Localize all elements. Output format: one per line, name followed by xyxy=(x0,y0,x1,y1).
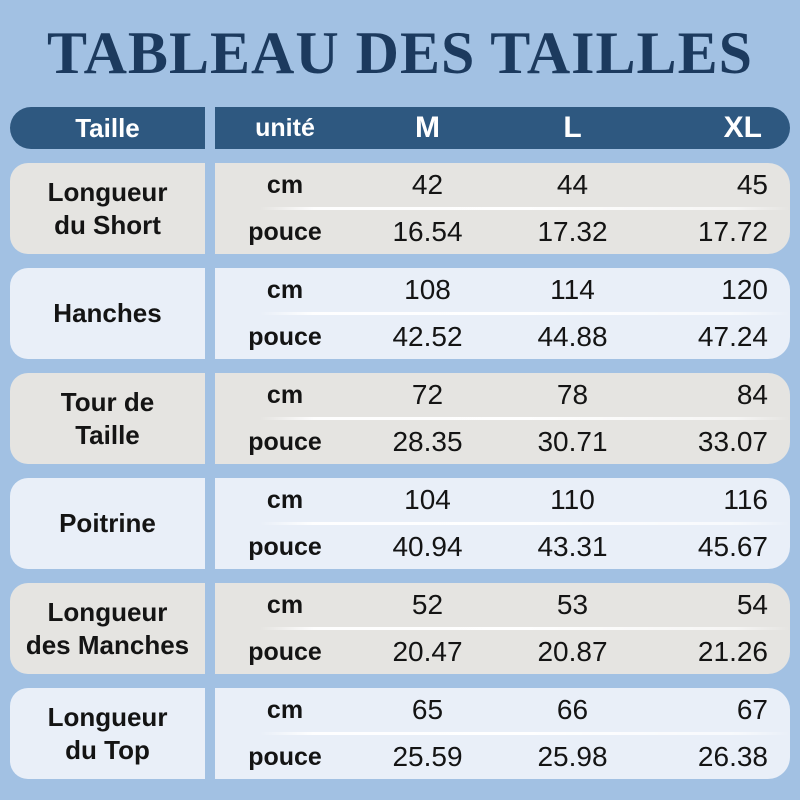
value-xl: 17.72 xyxy=(697,216,768,247)
unit-label-cm: cm xyxy=(266,275,304,304)
value-l: 20.87 xyxy=(537,636,608,667)
value-m: 65 xyxy=(411,694,444,725)
value-m: 104 xyxy=(404,484,451,515)
pouce-line: pouce 16.54 17.32 17.72 xyxy=(215,210,790,254)
unit-label-pouce: pouce xyxy=(248,742,322,771)
table-row: Tour de Taille cm 72 78 84 pouce 28.35 3… xyxy=(10,373,790,464)
value-m: 108 xyxy=(404,274,451,305)
cm-line: cm 52 53 54 xyxy=(215,583,790,627)
value-xl: 21.26 xyxy=(697,636,768,667)
header-cell-taille: Taille xyxy=(10,107,205,149)
table-row: Longueur du Short cm 42 44 45 pouce 16.5… xyxy=(10,163,790,254)
unit-label-pouce: pouce xyxy=(248,322,322,351)
value-xl: 67 xyxy=(736,694,768,725)
value-m: 40.94 xyxy=(392,531,463,562)
header-cell-size-l: L xyxy=(563,111,582,144)
row-label: Longueur du Top xyxy=(10,688,205,779)
row-values: cm 65 66 67 pouce 25.59 25.98 26.38 xyxy=(215,688,790,779)
value-l: 30.71 xyxy=(537,426,608,457)
row-divider xyxy=(260,417,790,420)
row-label: Poitrine xyxy=(10,478,205,569)
table-row: Longueur des Manches cm 52 53 54 pouce 2… xyxy=(10,583,790,674)
unit-label-cm: cm xyxy=(266,590,304,619)
value-xl: 120 xyxy=(721,274,768,305)
table-row: Hanches cm 108 114 120 pouce 42.52 44.88… xyxy=(10,268,790,359)
page-title: TABLEAU DES TAILLES xyxy=(47,20,753,86)
header-cell-group: unité M L XL xyxy=(215,107,790,149)
header-cell-size-xl: XL xyxy=(723,111,762,144)
value-xl: 54 xyxy=(736,589,768,620)
value-l: 66 xyxy=(556,694,589,725)
value-m: 42 xyxy=(411,169,444,200)
cm-line: cm 108 114 120 xyxy=(215,268,790,312)
value-xl: 116 xyxy=(723,484,768,515)
table-row: Poitrine cm 104 110 116 pouce 40.94 43.3… xyxy=(10,478,790,569)
unit-label-pouce: pouce xyxy=(248,532,322,561)
value-l: 110 xyxy=(550,484,595,515)
unit-label-pouce: pouce xyxy=(248,637,322,666)
value-l: 43.31 xyxy=(537,531,608,562)
row-label: Longueur des Manches xyxy=(10,583,205,674)
pouce-line: pouce 20.47 20.87 21.26 xyxy=(215,630,790,674)
cm-line: cm 72 78 84 xyxy=(215,373,790,417)
row-values: cm 104 110 116 pouce 40.94 43.31 45.67 xyxy=(215,478,790,569)
value-xl: 84 xyxy=(736,379,768,410)
row-values: cm 42 44 45 pouce 16.54 17.32 17.72 xyxy=(215,163,790,254)
row-values: cm 72 78 84 pouce 28.35 30.71 33.07 xyxy=(215,373,790,464)
value-l: 114 xyxy=(550,274,595,305)
table-header-row: Taille unité M L XL xyxy=(10,107,790,149)
value-l: 44.88 xyxy=(537,321,608,352)
pouce-line: pouce 28.35 30.71 33.07 xyxy=(215,420,790,464)
row-label: Hanches xyxy=(10,268,205,359)
cm-line: cm 42 44 45 xyxy=(215,163,790,207)
unit-label-cm: cm xyxy=(266,170,304,199)
title-area: TABLEAU DES TAILLES xyxy=(0,0,800,107)
value-xl: 26.38 xyxy=(697,741,768,772)
row-divider xyxy=(260,732,790,735)
cm-line: cm 65 66 67 xyxy=(215,688,790,732)
unit-label-cm: cm xyxy=(266,380,304,409)
row-values: cm 108 114 120 pouce 42.52 44.88 47.24 xyxy=(215,268,790,359)
pouce-line: pouce 42.52 44.88 47.24 xyxy=(215,315,790,359)
value-l: 17.32 xyxy=(537,216,608,247)
value-m: 72 xyxy=(411,379,444,410)
header-cell-size-m: M xyxy=(415,111,440,144)
size-table: Taille unité M L XL Longueur du Short cm… xyxy=(10,107,790,779)
cm-line: cm 104 110 116 xyxy=(215,478,790,522)
value-m: 16.54 xyxy=(392,216,463,247)
row-divider xyxy=(260,627,790,630)
unit-label-pouce: pouce xyxy=(248,427,322,456)
value-xl: 45 xyxy=(736,169,768,200)
unit-label-cm: cm xyxy=(266,485,304,514)
value-m: 52 xyxy=(411,589,444,620)
pouce-line: pouce 40.94 43.31 45.67 xyxy=(215,525,790,569)
value-xl: 45.67 xyxy=(697,531,768,562)
row-divider xyxy=(260,312,790,315)
value-m: 25.59 xyxy=(392,741,463,772)
value-l: 53 xyxy=(556,589,589,620)
unit-label-cm: cm xyxy=(266,695,304,724)
row-values: cm 52 53 54 pouce 20.47 20.87 21.26 xyxy=(215,583,790,674)
table-row: Longueur du Top cm 65 66 67 pouce 25.59 … xyxy=(10,688,790,779)
header-cell-unite: unité xyxy=(255,113,315,142)
table-body: Longueur du Short cm 42 44 45 pouce 16.5… xyxy=(10,163,790,779)
value-l: 78 xyxy=(556,379,589,410)
value-l: 44 xyxy=(556,169,589,200)
value-xl: 33.07 xyxy=(697,426,768,457)
value-l: 25.98 xyxy=(537,741,608,772)
unit-label-pouce: pouce xyxy=(248,217,322,246)
value-m: 28.35 xyxy=(392,426,463,457)
row-divider xyxy=(260,522,790,525)
pouce-line: pouce 25.59 25.98 26.38 xyxy=(215,735,790,779)
row-label: Longueur du Short xyxy=(10,163,205,254)
value-m: 20.47 xyxy=(392,636,463,667)
row-label: Tour de Taille xyxy=(10,373,205,464)
row-divider xyxy=(260,207,790,210)
value-xl: 47.24 xyxy=(697,321,768,352)
value-m: 42.52 xyxy=(392,321,463,352)
